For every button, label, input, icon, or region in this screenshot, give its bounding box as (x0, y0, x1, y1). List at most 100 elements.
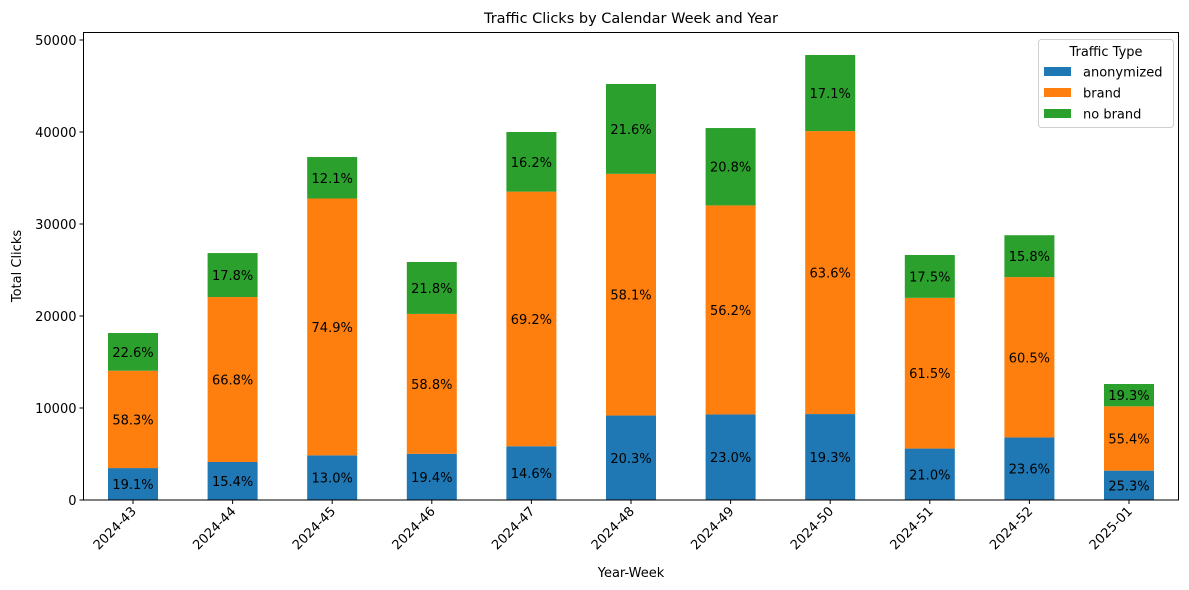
x-tick-label: 2024-47 (489, 504, 538, 553)
y-tick-label: 50000 (35, 34, 76, 49)
segment-label-brand: 55.4% (1108, 432, 1149, 447)
x-tick-label: 2024-51 (888, 504, 937, 553)
segment-label-anonymized: 20.3% (610, 452, 651, 467)
segment-label-anonymized: 15.4% (212, 475, 253, 490)
y-tick-label: 10000 (35, 402, 76, 417)
bar-segment-no-brand (805, 54, 856, 132)
segment-label-brand: 66.8% (212, 374, 253, 389)
x-tick-label: 2024-50 (788, 504, 837, 553)
bar-segment-anonymized (805, 414, 856, 500)
bar-segment-anonymized (1104, 470, 1154, 500)
bar-segment-anonymized (506, 446, 557, 500)
y-tick-label: 40000 (35, 126, 76, 141)
bar-segment-brand (406, 313, 457, 454)
bar-segment-brand (108, 370, 158, 469)
segment-label-anonymized: 14.6% (511, 467, 552, 482)
y-axis-label: Total Clicks (10, 230, 25, 303)
bar-segment-no-brand (406, 261, 457, 314)
segment-label-brand: 56.2% (710, 304, 751, 319)
x-tick-label: 2024-45 (290, 504, 339, 553)
bar-segment-brand (606, 173, 656, 416)
bar-segment-no-brand (904, 255, 955, 298)
bar-segment-no-brand (307, 157, 358, 199)
legend-swatch-brand (1044, 88, 1071, 97)
segment-label-no-brand: 21.8% (411, 282, 452, 297)
segment-label-brand: 58.3% (112, 413, 153, 428)
bar-segment-brand (1004, 277, 1055, 438)
segment-label-no-brand: 19.3% (1108, 389, 1149, 404)
y-tick-label: 30000 (35, 218, 76, 233)
segment-label-anonymized: 19.1% (112, 478, 153, 493)
bar-segment-brand (904, 297, 955, 449)
segment-label-no-brand: 20.8% (710, 161, 751, 176)
segment-label-brand: 60.5% (1009, 351, 1050, 366)
bar-segment-brand (1104, 406, 1154, 471)
y-tick-label: 20000 (35, 310, 76, 325)
segment-label-no-brand: 15.8% (1009, 250, 1050, 265)
x-tick-label: 2025-01 (1087, 504, 1136, 553)
bar-segment-anonymized (904, 448, 955, 500)
segment-label-no-brand: 16.2% (511, 156, 552, 171)
x-tick-label: 2024-52 (987, 504, 1036, 553)
x-tick-label: 2024-43 (91, 504, 140, 553)
bar-segment-anonymized (1004, 437, 1055, 500)
bar-segment-no-brand (207, 253, 258, 298)
x-axis-label: Year-Week (597, 566, 665, 581)
x-tick-label: 2024-49 (688, 504, 737, 553)
segment-label-no-brand: 17.8% (212, 269, 253, 284)
segment-label-brand: 63.6% (810, 267, 851, 282)
legend: Traffic Type anonymized brand no brand (1038, 39, 1174, 128)
bar-segment-anonymized (705, 414, 756, 500)
bar-segment-no-brand (1104, 383, 1154, 407)
y-axis: 0 10000 20000 30000 40000 50000 (35, 34, 84, 509)
legend-label-no-brand: no brand (1083, 108, 1141, 123)
bars-group (108, 54, 1154, 500)
segment-label-anonymized: 19.3% (810, 451, 851, 466)
segment-label-no-brand: 17.5% (909, 270, 950, 285)
bar-segment-no-brand (1004, 235, 1055, 278)
legend-label-anonymized: anonymized (1083, 66, 1162, 81)
legend-swatch-no-brand (1044, 109, 1071, 118)
bar-segment-no-brand (108, 333, 158, 371)
segment-label-no-brand: 12.1% (312, 172, 353, 187)
bar-segment-anonymized (606, 415, 656, 500)
x-axis: 2024-43 2024-44 2024-45 2024-46 2024-47 2024-… (91, 500, 1136, 553)
bar-segment-no-brand (506, 132, 557, 192)
legend-items: anonymized brand no brand (1044, 66, 1162, 123)
legend-label-brand: brand (1083, 87, 1121, 102)
bar-segment-brand (805, 131, 856, 415)
bar-segment-brand (506, 191, 557, 447)
bar-segment-anonymized (307, 455, 358, 500)
legend-swatch-anonymized (1044, 67, 1071, 76)
segment-label-no-brand: 22.6% (112, 346, 153, 361)
segment-label-brand: 74.9% (312, 321, 353, 336)
segment-label-anonymized: 13.0% (312, 472, 353, 487)
segment-label-anonymized: 19.4% (411, 471, 452, 486)
segment-label-anonymized: 21.0% (909, 468, 950, 483)
chart-title: Traffic Clicks by Calendar Week and Year (483, 11, 778, 27)
segment-label-brand: 58.1% (610, 289, 651, 304)
segment-label-anonymized: 23.6% (1009, 463, 1050, 478)
bar-segment-brand (207, 297, 258, 463)
legend-title: Traffic Type (1068, 45, 1142, 60)
segment-label-no-brand: 17.1% (810, 87, 851, 102)
x-tick-label: 2024-46 (390, 504, 439, 553)
y-tick-label: 0 (68, 494, 76, 509)
bar-segment-no-brand (606, 83, 656, 174)
segment-label-no-brand: 21.6% (610, 123, 651, 138)
segment-label-anonymized: 23.0% (710, 451, 751, 466)
x-tick-label: 2024-44 (190, 504, 239, 553)
bar-segment-anonymized (108, 468, 158, 500)
segment-label-brand: 61.5% (909, 367, 950, 382)
bar-segment-anonymized (207, 462, 258, 500)
bar-segment-brand (307, 198, 358, 456)
bar-segment-no-brand (705, 128, 756, 206)
segment-labels-group: 19.1% 15.4% 13.0% 19.4% 14.6% 20.3% 23.0% 19.3%… (112, 87, 1149, 494)
segment-label-brand: 69.2% (511, 313, 552, 328)
segment-label-anonymized: 25.3% (1108, 479, 1149, 494)
bar-segment-anonymized (406, 453, 457, 500)
legend-frame (1038, 39, 1174, 128)
segment-label-brand: 58.8% (411, 378, 452, 393)
x-tick-label: 2024-48 (589, 504, 638, 553)
